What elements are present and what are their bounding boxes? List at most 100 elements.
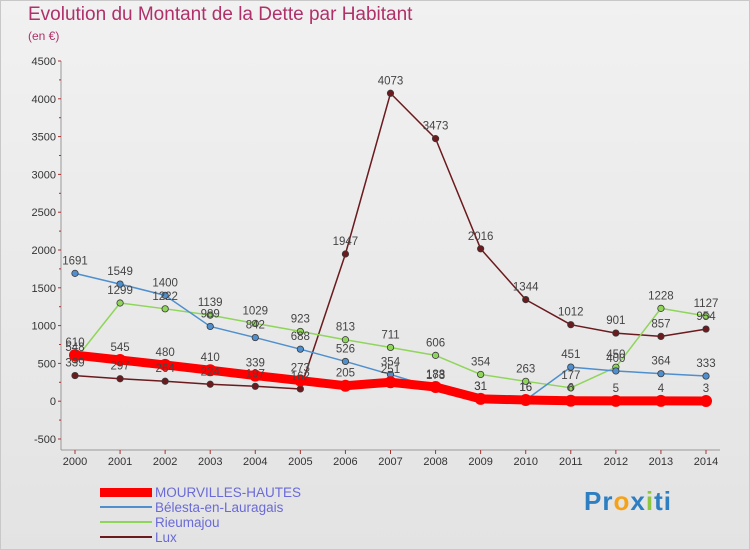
data-label: 1127 [694,298,719,310]
y-tick-label: 1500 [32,283,56,295]
data-point [519,393,532,406]
legend-swatch-lux [100,536,152,538]
data-label: 354 [381,356,401,368]
data-point [69,349,81,362]
data-point [384,376,397,389]
data-point [161,305,169,313]
logo-part: ti [654,486,672,516]
data-label: 264 [156,363,176,375]
data-point [567,384,575,392]
data-label: 480 [156,347,175,359]
x-tick-label: 2013 [649,456,673,468]
data-point [341,336,350,344]
data-point [114,353,127,366]
data-label: 1344 [513,282,539,294]
logo-part: x [630,486,646,516]
data-label: 1228 [648,290,674,302]
data-label: 31 [474,381,487,393]
data-label: 251 [381,364,400,376]
data-point [657,370,665,378]
data-point [206,311,214,319]
data-point [657,332,665,341]
data-label: 1299 [107,285,133,297]
data-point [296,345,304,353]
y-tick-label: 500 [38,358,56,370]
data-label: 711 [381,329,399,341]
data-label: 954 [696,311,716,323]
y-tick-label: 0 [50,396,56,408]
y-tick-label: 2000 [32,245,56,257]
data-label: 4 [658,383,665,395]
logo-part: i [645,486,655,516]
data-label: 1222 [152,291,178,303]
data-label: 16 [519,382,532,394]
data-label: 3473 [423,121,449,133]
chart-subtitle: (en €) [28,29,60,43]
data-label: 205 [336,368,355,380]
data-label: 526 [336,343,355,355]
x-tick-label: 2006 [333,456,357,468]
data-point [206,322,214,331]
data-point [251,319,259,328]
data-point [341,357,350,366]
logo-part: Pr [584,486,614,516]
data-point [612,329,620,337]
data-label: 1012 [558,307,584,319]
data-label: 333 [696,358,715,370]
data-label: 339 [65,358,84,370]
data-point [161,291,169,299]
data-point [386,89,395,97]
data-label: 4073 [378,75,404,87]
data-point [567,321,575,329]
legend-item-mourvilles: MOURVILLES-HAUTES [100,485,360,500]
data-label: 5 [613,383,619,395]
x-tick-label: 2011 [559,456,583,468]
data-point [71,371,79,380]
data-label: 451 [561,349,580,361]
data-label: 857 [651,318,670,330]
legend-swatch-rieumajou [100,521,152,523]
data-point [294,374,307,387]
y-tick-label: 1000 [32,321,56,333]
data-point [657,304,665,312]
data-point [429,380,442,393]
data-point [71,269,79,277]
logo-part: o [613,486,631,516]
x-tick-label: 2003 [198,456,222,468]
legend-swatch-belesta [100,506,152,508]
data-label: 1691 [62,255,88,267]
data-point [204,364,217,377]
x-tick-label: 2004 [243,456,267,468]
data-label: 410 [201,352,220,364]
data-label: 989 [201,308,220,320]
x-tick-label: 2000 [63,456,87,468]
y-tick-label: 2500 [32,207,56,219]
data-label: 1029 [242,305,268,317]
x-tick-label: 2007 [378,456,402,468]
data-label: 400 [606,353,625,365]
data-point [116,375,124,383]
data-point [609,394,622,407]
legend: MOURVILLES-HAUTES Bélesta-en-Lauragais R… [100,485,360,545]
data-label: 162 [291,371,310,383]
data-point [116,299,124,307]
y-tick-label: 4500 [32,56,56,68]
x-tick-label: 2001 [108,456,132,468]
data-label: 688 [291,331,310,343]
data-label: 297 [110,361,129,373]
legend-label-rieumajou: Rieumajou [155,515,220,530]
data-label: 16 [519,382,532,394]
data-point [296,385,304,393]
data-point [251,333,259,342]
data-label: 1549 [107,266,133,278]
y-tick-label: 3500 [32,132,56,144]
data-point [612,367,620,375]
data-label: 364 [651,356,671,368]
data-label: 2016 [468,231,494,243]
y-tick-label: 3000 [32,169,56,181]
data-point [702,325,710,333]
data-point [339,379,352,392]
data-point [567,363,575,371]
data-label: 31 [474,381,487,393]
